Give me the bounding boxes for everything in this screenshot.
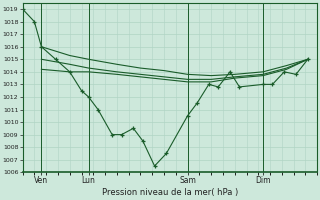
X-axis label: Pression niveau de la mer( hPa ): Pression niveau de la mer( hPa ) [102, 188, 238, 197]
